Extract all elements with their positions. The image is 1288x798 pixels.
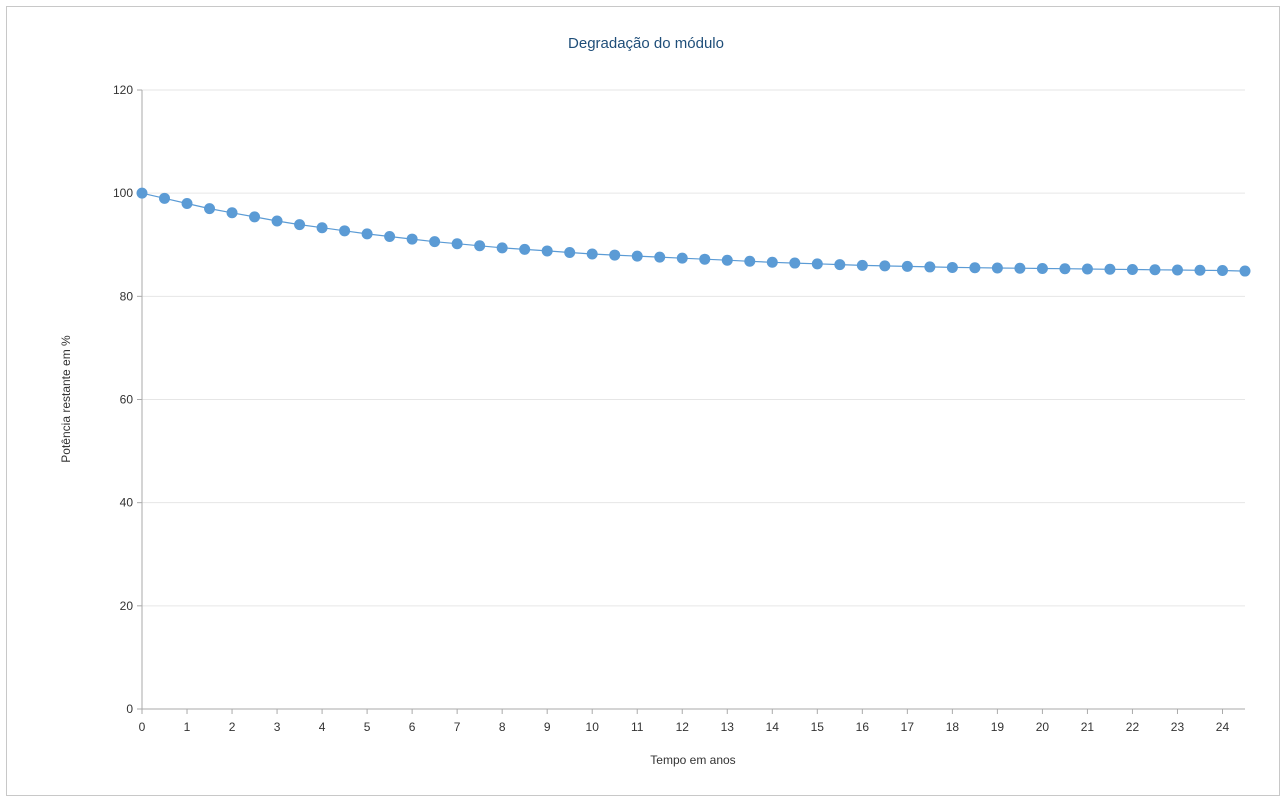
x-tick-label: 17 [901, 720, 915, 734]
y-tick-label: 40 [120, 496, 134, 510]
x-tick-label: 22 [1126, 720, 1140, 734]
data-point[interactable] [316, 222, 328, 234]
data-point[interactable] [879, 260, 891, 272]
data-point[interactable] [1216, 265, 1228, 277]
data-point[interactable] [226, 207, 238, 219]
x-tick-label: 6 [409, 720, 416, 734]
data-point[interactable] [946, 261, 958, 273]
data-point[interactable] [429, 236, 441, 248]
x-tick-label: 9 [544, 720, 551, 734]
data-point[interactable] [721, 254, 733, 266]
x-tick-label: 12 [676, 720, 690, 734]
data-point[interactable] [924, 261, 936, 273]
y-tick-label: 0 [126, 702, 133, 716]
x-tick-label: 5 [364, 720, 371, 734]
x-tick-label: 10 [586, 720, 600, 734]
x-tick-label: 13 [721, 720, 735, 734]
data-point[interactable] [699, 253, 711, 265]
data-point[interactable] [1036, 262, 1048, 274]
x-tick-label: 14 [766, 720, 780, 734]
data-point[interactable] [586, 248, 598, 260]
y-tick-label: 80 [120, 289, 134, 303]
x-tick-label: 21 [1081, 720, 1095, 734]
y-tick-label: 100 [113, 186, 133, 200]
x-tick-label: 0 [139, 720, 146, 734]
x-tick-label: 4 [319, 720, 326, 734]
data-point[interactable] [136, 187, 148, 199]
x-axis-label: Tempo em anos [650, 753, 735, 767]
data-point[interactable] [1126, 264, 1138, 276]
data-point[interactable] [1014, 262, 1026, 274]
data-point[interactable] [294, 219, 306, 231]
x-tick-label: 20 [1036, 720, 1050, 734]
x-tick-label: 3 [274, 720, 281, 734]
data-point[interactable] [1171, 264, 1183, 276]
data-point[interactable] [339, 225, 351, 237]
data-point[interactable] [834, 259, 846, 271]
data-point[interactable] [766, 256, 778, 268]
data-point[interactable] [564, 246, 576, 258]
data-point[interactable] [1239, 265, 1251, 277]
data-point[interactable] [519, 243, 531, 255]
x-tick-label: 23 [1171, 720, 1185, 734]
x-tick-label: 24 [1216, 720, 1230, 734]
series-line [141, 192, 1246, 272]
y-axis-label: Potência restante em % [59, 335, 73, 463]
data-point[interactable] [1081, 263, 1093, 275]
x-tick-label: 1 [184, 720, 191, 734]
data-point[interactable] [181, 197, 193, 209]
data-point[interactable] [609, 249, 621, 261]
data-point[interactable] [204, 203, 216, 215]
data-point[interactable] [901, 260, 913, 272]
data-point[interactable] [541, 245, 553, 257]
data-point[interactable] [811, 258, 823, 270]
data-point[interactable] [406, 233, 418, 245]
data-point[interactable] [1149, 264, 1161, 276]
data-point[interactable] [249, 211, 261, 223]
data-point[interactable] [474, 240, 486, 252]
x-tick-label: 8 [499, 720, 506, 734]
x-tick-label: 19 [991, 720, 1005, 734]
x-tick-label: 2 [229, 720, 236, 734]
series-layer [136, 187, 1251, 277]
data-point[interactable] [1194, 264, 1206, 276]
data-point[interactable] [789, 257, 801, 269]
x-tick-label: 16 [856, 720, 870, 734]
data-point[interactable] [631, 250, 643, 262]
grid-lines [142, 89, 1245, 607]
x-tick-label: 18 [946, 720, 960, 734]
data-point[interactable] [1059, 263, 1071, 275]
y-tick-label: 60 [120, 393, 134, 407]
data-point[interactable] [676, 252, 688, 264]
data-point[interactable] [361, 228, 373, 240]
data-point[interactable] [856, 259, 868, 271]
data-point[interactable] [654, 251, 666, 263]
data-point[interactable] [969, 262, 981, 274]
chart-frame [6, 6, 1280, 796]
data-point[interactable] [1104, 263, 1116, 275]
x-tick-label: 15 [811, 720, 825, 734]
y-tick-label: 120 [113, 83, 133, 97]
x-tick-label: 7 [454, 720, 461, 734]
data-point[interactable] [496, 242, 508, 254]
data-point[interactable] [451, 238, 463, 250]
x-tick-label: 11 [631, 720, 644, 734]
chart-title: Degradação do módulo [568, 35, 724, 52]
data-point[interactable] [159, 192, 171, 204]
y-tick-label: 20 [120, 599, 134, 613]
data-point[interactable] [991, 262, 1003, 274]
data-point[interactable] [744, 255, 756, 267]
data-point[interactable] [384, 230, 396, 242]
data-point[interactable] [271, 215, 283, 227]
